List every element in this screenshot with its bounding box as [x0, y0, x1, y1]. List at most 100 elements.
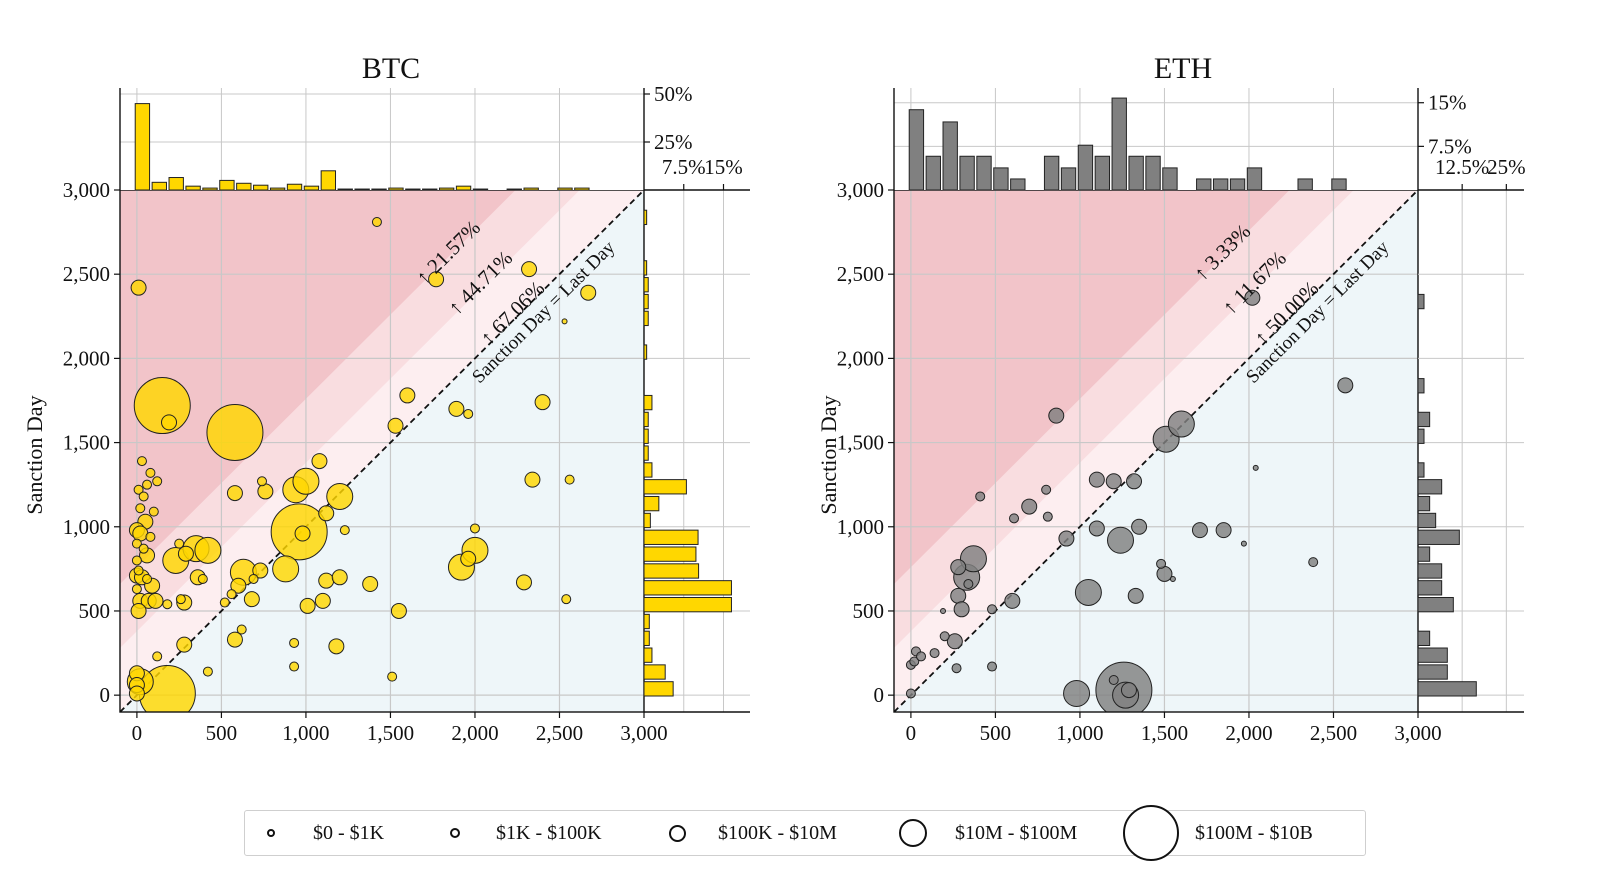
- btc-panel: BTC Sanction Day 0 500 1,000 1,500 2,000 2,50…: [22, 52, 750, 745]
- btc-point: [133, 565, 144, 576]
- eth-xtick-label: 1,500: [1141, 721, 1188, 745]
- btc-ytick-label: 0: [100, 683, 111, 707]
- eth-right-hist-tick-label: 12.5%: [1435, 155, 1489, 179]
- eth-right-hist-bar: [1417, 462, 1425, 478]
- eth-right-hist-tick-label: 25%: [1487, 155, 1526, 179]
- btc-top-hist-tick-label: 25%: [654, 130, 693, 154]
- eth-xtick-label: 2,500: [1310, 721, 1357, 745]
- btc-right-hist-bar: [643, 647, 653, 663]
- btc-point: [206, 403, 264, 461]
- eth-point: [909, 656, 920, 667]
- btc-title: BTC: [362, 52, 420, 85]
- eth-point: [951, 663, 962, 674]
- btc-top-histogram: 50% 25%: [119, 82, 693, 191]
- eth-point: [940, 607, 947, 614]
- btc-xtick-label: 2,000: [451, 721, 498, 745]
- eth-right-hist-bar: [1417, 596, 1454, 613]
- btc-point: [175, 594, 186, 605]
- eth-point: [916, 651, 927, 662]
- btc-point: [272, 555, 300, 583]
- eth-top-hist-bar: [1145, 155, 1161, 191]
- eth-top-hist-bar: [1077, 144, 1094, 191]
- eth-top-hist-bar: [1246, 167, 1263, 191]
- btc-point: [197, 573, 208, 584]
- eth-right-hist-bar: [1417, 580, 1443, 596]
- btc-point: [515, 574, 532, 591]
- legend-circle-icon: [450, 828, 460, 838]
- btc-point: [314, 592, 331, 609]
- btc-point: [256, 476, 267, 487]
- eth-right-hist-bar: [1417, 529, 1460, 545]
- eth-diagonal-line: [894, 190, 1418, 712]
- btc-top-hist-bg: [120, 88, 644, 190]
- eth-point: [1167, 410, 1195, 438]
- btc-point: [339, 525, 350, 536]
- eth-title: ETH: [1154, 52, 1212, 85]
- eth-point: [1058, 530, 1075, 547]
- btc-right-hist-bar: [643, 445, 649, 461]
- eth-panel: ETH Sanction Day 0 500 1,000 1,500 2,000 2,50…: [816, 52, 1526, 745]
- btc-point: [131, 555, 142, 566]
- eth-point: [1048, 407, 1065, 424]
- btc-point: [289, 637, 300, 648]
- btc-point: [148, 506, 159, 517]
- eth-right-hist-bar: [1417, 630, 1431, 646]
- btc-xtick-label: 0: [132, 721, 143, 745]
- eth-point: [905, 688, 916, 699]
- btc-point: [226, 631, 243, 648]
- btc-xtick-label: 3,000: [620, 721, 667, 745]
- btc-point: [399, 387, 416, 404]
- legend-item-tier-3: $100K - $10M: [669, 811, 837, 855]
- btc-top-hist-bar: [168, 177, 184, 191]
- btc-right-hist-bar: [643, 310, 649, 327]
- eth-top-hist-bar: [925, 155, 941, 191]
- btc-point: [135, 503, 146, 514]
- eth-plot-area: [894, 190, 1418, 712]
- legend-label: $100K - $10M: [718, 821, 837, 844]
- eth-xtick-label: 3,000: [1394, 721, 1441, 745]
- eth-top-hist-bar: [908, 109, 925, 191]
- btc-point: [326, 482, 354, 510]
- btc-top-hist-bar: [574, 187, 590, 191]
- btc-point: [136, 456, 147, 467]
- btc-point: [371, 216, 382, 227]
- btc-point: [318, 505, 335, 522]
- eth-point: [1042, 511, 1053, 522]
- eth-right-hist-bar: [1417, 546, 1431, 562]
- size-legend: $0 - $1K $1K - $100K $100K - $10M $10M -…: [244, 805, 1366, 861]
- eth-top-hist-bar: [1111, 97, 1127, 191]
- btc-right-hist-bar: [643, 411, 649, 428]
- btc-diagonal-line: [120, 190, 644, 712]
- eth-point: [1240, 540, 1247, 547]
- btc-point: [292, 467, 320, 495]
- btc-point: [219, 597, 230, 608]
- btc-ytick-label: 2,500: [63, 262, 110, 286]
- btc-xtick-label: 500: [206, 721, 238, 745]
- btc-point: [161, 414, 178, 431]
- btc-point: [311, 453, 328, 470]
- eth-point: [959, 545, 987, 573]
- eth-point: [987, 604, 998, 615]
- legend-label: $100M - $10B: [1195, 821, 1313, 844]
- btc-plot-area: [120, 190, 644, 712]
- eth-xtick-label: 0: [906, 721, 917, 745]
- btc-point: [448, 400, 465, 417]
- eth-point: [1244, 289, 1261, 306]
- eth-top-hist-bar: [993, 167, 1009, 191]
- btc-right-hist-bar: [643, 495, 660, 512]
- eth-right-histogram: 12.5%25%: [1417, 155, 1526, 713]
- btc-point: [331, 569, 348, 586]
- btc-ylabel: Sanction Day: [22, 395, 47, 514]
- btc-point: [145, 467, 156, 478]
- btc-top-hist-bar: [320, 170, 337, 191]
- legend-item-tier-1: $0 - $1K: [267, 811, 384, 855]
- eth-region-band-1: [894, 190, 1290, 585]
- btc-point: [152, 476, 163, 487]
- btc-right-hist-bar: [643, 344, 648, 360]
- btc-point: [130, 602, 147, 619]
- eth-point: [1021, 498, 1038, 515]
- btc-right-hist-bar: [643, 681, 674, 697]
- eth-ytick-label: 3,000: [837, 178, 884, 202]
- eth-right-hist-bar: [1417, 563, 1443, 579]
- eth-ytick-label: 1,000: [837, 515, 884, 539]
